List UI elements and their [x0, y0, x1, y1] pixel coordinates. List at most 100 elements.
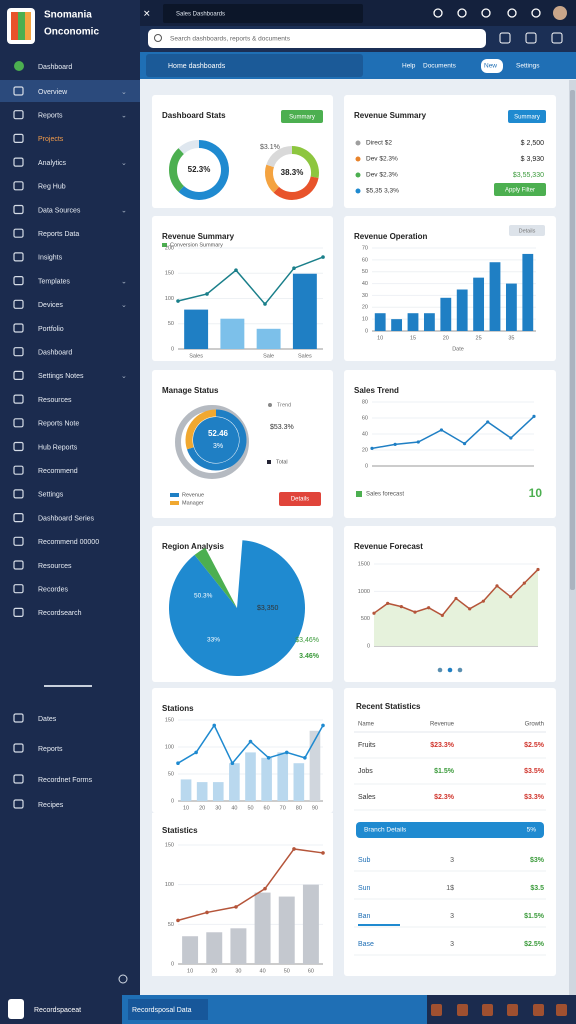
column-header: Name	[358, 722, 375, 728]
footer-icon[interactable]	[556, 1004, 567, 1016]
line	[177, 848, 324, 922]
nav-item[interactable]: Settings	[38, 492, 64, 499]
nav-item[interactable]: Hub Reports	[38, 444, 78, 451]
avatar[interactable]	[553, 6, 567, 20]
nav-icon	[13, 228, 24, 238]
row-label: Dev $2.3%	[366, 156, 398, 163]
close-icon: ✕	[143, 8, 151, 18]
button-label[interactable]: Details	[291, 497, 309, 503]
toolbar-icon[interactable]	[433, 8, 443, 18]
nav-icon	[13, 465, 24, 475]
tab[interactable]	[163, 4, 363, 23]
y-tick-label: 40	[362, 431, 368, 437]
cell: 1$	[446, 885, 454, 892]
banner-link[interactable]: Help	[402, 63, 416, 70]
nav-icon	[13, 713, 24, 723]
nav-item[interactable]: Dates	[38, 716, 57, 723]
banner-link[interactable]: New	[484, 63, 497, 70]
x-tick-label: 10	[183, 805, 189, 811]
button-label[interactable]: Apply Filter	[505, 188, 535, 194]
nav-icon	[13, 799, 24, 809]
legend-label: Conversion Summary	[170, 242, 223, 248]
nav-item[interactable]: Resources	[38, 563, 72, 570]
button[interactable]	[508, 110, 546, 123]
nav-item[interactable]: Recipes	[38, 802, 64, 809]
center-label: 3%	[213, 443, 223, 450]
nav-item[interactable]: Recordes	[38, 587, 68, 594]
bullet	[355, 188, 361, 194]
banner-link[interactable]: Settings	[516, 63, 540, 70]
button-label[interactable]: Details	[519, 228, 536, 234]
nav-item[interactable]: Reports	[38, 113, 63, 120]
nav-item[interactable]: Reg Hub	[38, 184, 66, 191]
pager-dot[interactable]	[457, 667, 463, 673]
panel-title: Revenue Summary	[162, 232, 235, 241]
nav-item[interactable]: Data Sources	[38, 207, 81, 214]
row-label: Direct $2	[366, 140, 392, 147]
nav-item[interactable]: Dashboard	[38, 350, 72, 357]
point	[212, 723, 217, 728]
cell: $3.5	[530, 885, 544, 892]
toolbar-icon[interactable]	[531, 8, 541, 18]
banner-pill[interactable]	[481, 59, 503, 73]
point	[303, 756, 307, 760]
button-label[interactable]: Summary	[514, 115, 540, 121]
nav-item[interactable]: Reports	[38, 746, 63, 753]
nav-item[interactable]: Reports Data	[38, 231, 79, 238]
pager-dot[interactable]	[447, 667, 453, 673]
point	[440, 613, 444, 617]
toolbar-icon[interactable]	[457, 8, 467, 18]
toolbar-icon[interactable]	[481, 8, 491, 18]
bar	[309, 730, 321, 801]
nav-item[interactable]: Recordnet Forms	[38, 777, 93, 784]
nav-item[interactable]: Templates	[38, 278, 70, 285]
banner-link[interactable]: Documents	[423, 63, 457, 70]
button[interactable]	[494, 183, 546, 196]
footer-icon[interactable]	[507, 1004, 518, 1016]
button-label[interactable]: Summary	[289, 115, 315, 121]
donut-segment	[266, 146, 293, 168]
pie-slice	[169, 540, 306, 676]
footer-icon[interactable]	[457, 1004, 468, 1016]
nav-item[interactable]: Dashboard	[38, 64, 72, 71]
point	[284, 750, 289, 755]
y-tick-label: 0	[365, 328, 368, 334]
nav-item[interactable]: Settings Notes	[38, 373, 84, 380]
nav-item[interactable]: Analytics	[38, 160, 67, 167]
x-tick-label: Sale	[263, 353, 274, 359]
tool-button[interactable]	[525, 32, 537, 44]
footer-icon[interactable]	[431, 1004, 442, 1016]
point	[462, 442, 467, 446]
pager-dot[interactable]	[437, 667, 443, 673]
pie-slice	[194, 547, 237, 608]
nav-item[interactable]: Recommend	[38, 468, 78, 475]
y-tick-label: 50	[362, 269, 368, 275]
footer-icon[interactable]	[533, 1004, 544, 1016]
cell: Fruits	[358, 742, 376, 749]
button[interactable]	[281, 110, 323, 123]
tool-button[interactable]	[551, 32, 563, 44]
nav-item[interactable]: Overview	[38, 89, 68, 96]
legend-swatch	[162, 243, 167, 247]
toolbar-icon[interactable]	[507, 8, 517, 18]
button[interactable]	[279, 492, 321, 506]
banner-tab[interactable]	[146, 54, 363, 77]
nav-item[interactable]: Projects	[38, 136, 64, 143]
y-tick-label: 20	[362, 447, 368, 453]
nav-item[interactable]: Dashboard Series	[38, 515, 95, 522]
y-tick-label: 1000	[358, 589, 370, 595]
nav-item[interactable]: Devices	[38, 302, 63, 309]
x-tick-label: 60	[308, 968, 314, 974]
tool-button[interactable]	[499, 32, 511, 44]
nav-item[interactable]: Resources	[38, 397, 72, 404]
area-fill	[374, 569, 538, 646]
nav-item[interactable]: Reports Note	[38, 421, 79, 428]
nav-item[interactable]: Portfolio	[38, 326, 64, 333]
nav-item[interactable]: Insights	[38, 255, 63, 262]
logo-part	[18, 12, 25, 40]
nav-item[interactable]: Recommend 00000	[38, 539, 99, 546]
footer-icon[interactable]	[482, 1004, 493, 1016]
button[interactable]	[509, 225, 545, 236]
search-box[interactable]	[148, 29, 486, 48]
nav-item[interactable]: Recordsearch	[38, 610, 82, 617]
